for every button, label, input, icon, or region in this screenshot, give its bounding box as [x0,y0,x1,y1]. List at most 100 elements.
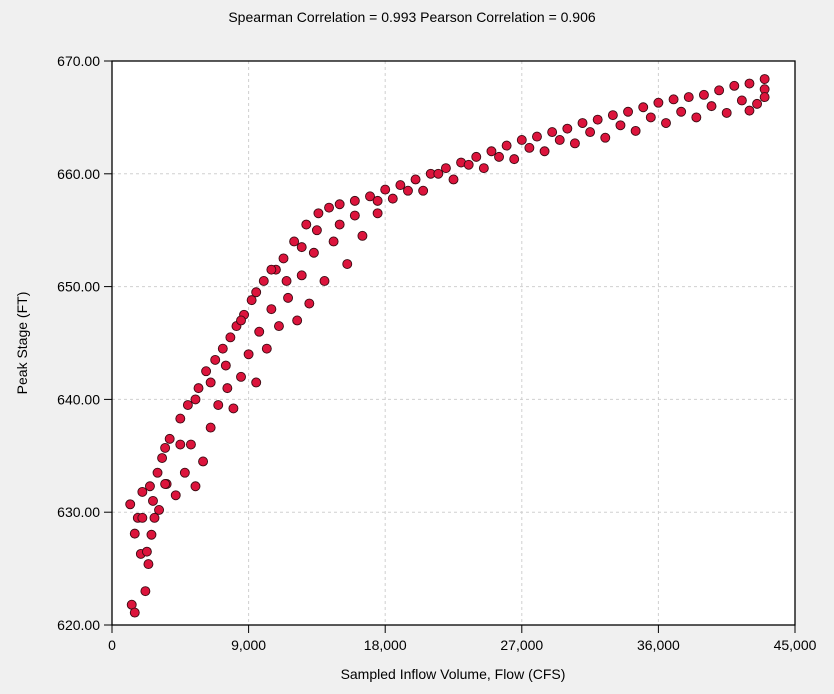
data-point [324,202,334,213]
data-point [509,154,520,165]
data-point [334,199,345,210]
data-point [328,236,339,247]
data-point [744,78,755,89]
data-point [160,442,171,453]
data-point [308,247,319,258]
data-point [143,559,154,570]
data-point [478,163,489,174]
data-point [222,383,233,394]
data-point [148,495,158,506]
data-point [266,264,277,275]
x-tick-label: 45,000 [774,637,817,653]
data-point [547,127,558,138]
data-point [365,191,375,202]
data-point [714,85,725,96]
data-point [220,360,231,371]
y-tick-label: 660.00 [57,166,100,182]
data-point [251,377,262,388]
data-point [501,140,512,151]
data-point [258,276,269,286]
data-point [311,225,322,236]
data-point [228,403,239,414]
data-point [190,394,201,405]
data-point [577,118,588,128]
data-point [433,168,444,179]
x-tick-label: 27,000 [500,637,543,653]
data-point [759,74,770,84]
data-point [410,174,421,185]
data-point [615,120,626,131]
data-point [342,259,353,269]
y-tick-label: 640.00 [57,391,100,407]
data-point [278,253,289,264]
x-axis-label: Sampled Inflow Volume, Flow (CFS) [341,666,566,682]
data-point [623,106,633,117]
data-point [585,127,596,138]
data-point [164,433,175,444]
data-point [706,101,717,112]
data-point [440,163,451,174]
data-point [296,270,307,281]
data-point [721,107,732,118]
data-point [744,105,755,116]
data-point [125,499,136,510]
data-point [349,195,360,206]
data-point [494,151,504,162]
x-tick-label: 18,000 [364,637,407,653]
data-point [170,490,181,501]
data-point [193,383,204,394]
data-point [471,151,482,162]
data-point [129,607,140,618]
data-point [213,400,224,410]
data-point [205,422,216,433]
data-point [301,219,312,230]
data-point [292,315,303,326]
data-point [752,98,763,109]
x-tick-label: 9,000 [231,637,266,653]
data-point [592,114,603,125]
y-tick-label: 620.00 [57,617,100,633]
data-point [236,315,246,326]
data-point [463,159,474,170]
data-point [198,456,209,467]
data-point [266,304,277,315]
data-point [319,276,330,286]
data-point [516,135,527,145]
data-point [524,142,535,153]
plot-border [111,60,796,626]
data-point [638,102,649,113]
data-point [146,529,157,540]
data-point [154,504,165,515]
data-point [251,287,262,298]
data-point [283,292,294,303]
data-point [729,80,740,91]
data-point [562,123,573,134]
data-point [261,343,272,354]
data-point [152,467,163,478]
data-point [539,146,550,157]
data-point [403,185,413,196]
y-tick-label: 650.00 [57,279,100,295]
data-point [683,92,694,103]
data-point [372,208,383,219]
data-point [281,276,292,286]
data-point [137,512,148,523]
data-point [759,92,770,103]
data-point [236,371,246,382]
data-point [653,97,664,108]
chart-title: Spearman Correlation = 0.993 Pearson Cor… [228,9,596,25]
data-point [175,439,186,450]
data-point [395,180,406,191]
x-tick-label: 36,000 [637,637,680,653]
data-point [289,236,300,247]
data-point [668,94,679,105]
data-point [157,453,168,464]
data-point [140,586,151,597]
data-point [448,174,459,185]
data-point [201,366,212,377]
data-point [254,326,265,337]
data-point [569,138,580,149]
data-point [246,295,257,306]
data-point [274,321,284,332]
